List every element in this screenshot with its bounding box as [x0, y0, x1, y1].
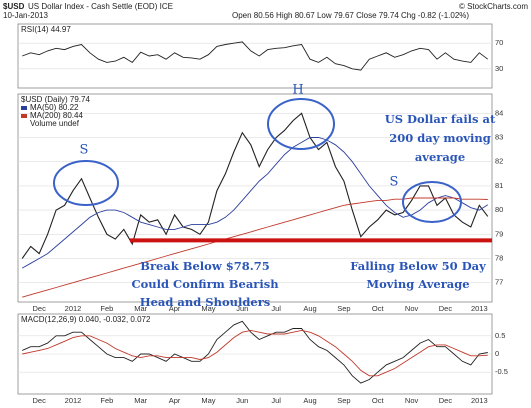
x-tick-label: 2013 — [471, 304, 488, 313]
x-tick-label: May — [201, 304, 215, 313]
x-tick-label: Sep — [337, 304, 350, 313]
x-tick-label: Mar — [134, 396, 147, 405]
main-label: $USD (Daily) 79.74 — [21, 95, 90, 104]
legend-label: MA(50) 80.22 — [30, 103, 79, 112]
x-tick-label: 2013 — [471, 396, 488, 405]
plot: 30 70 RSI(14) 44.97 77 78 79 80 81 82 83 84 $USD (D… — [18, 25, 508, 405]
x-tick-label: Nov — [405, 396, 419, 405]
y-tick-label: 80 — [495, 205, 503, 214]
x-tick-label: Dec — [32, 304, 46, 313]
y-tick-label: 78 — [495, 253, 503, 262]
macd-line — [22, 329, 488, 377]
symbol: $USD — [3, 2, 25, 11]
x-tick-label: 2012 — [65, 396, 82, 405]
y-tick-label: 81 — [495, 181, 503, 190]
x-tick-label: Jun — [236, 396, 248, 405]
legend-swatch — [21, 114, 27, 118]
moving-average — [22, 197, 488, 298]
volume-label: Volume undef — [30, 119, 80, 128]
annotation: 200 day moving — [389, 131, 490, 145]
y-tick-label: 83 — [495, 133, 503, 142]
annotation: Head and Shoulders — [140, 295, 271, 309]
quote: Open 80.56 High 80.67 Low 79.67 Close 79… — [232, 11, 469, 20]
x-tick-label: Jul — [271, 396, 281, 405]
annotation: S — [80, 143, 89, 158]
shoulder-circle — [53, 160, 119, 206]
x-tick-label: Oct — [372, 304, 385, 313]
y-tick-label: 0 — [495, 349, 499, 358]
legend-swatch — [21, 106, 27, 110]
y-tick-label: 82 — [495, 157, 503, 166]
annotation: Moving Average — [366, 277, 469, 291]
annotation: US Dollar fails at — [385, 112, 496, 126]
source: © StockCharts.com — [459, 2, 528, 11]
macd-label: MACD(12,26,9) 0.040, -0.032, 0.072 — [21, 315, 151, 324]
x-tick-label: Aug — [303, 396, 316, 405]
rsi-line — [22, 41, 489, 71]
x-tick-label: Dec — [439, 396, 453, 405]
annotation: S — [390, 175, 399, 190]
annotation: Falling Below 50 Day — [350, 259, 486, 273]
annotation: Could Confirm Bearish — [131, 277, 279, 291]
head-circle — [267, 98, 335, 150]
y-tick-label: 79 — [495, 229, 503, 238]
x-tick-label: May — [201, 396, 215, 405]
rsi-panel — [17, 23, 493, 89]
x-tick-label: Oct — [372, 396, 385, 405]
x-tick-label: Jul — [271, 304, 281, 313]
x-tick-label: Feb — [100, 304, 113, 313]
annotation: Break Below $78.75 — [140, 259, 270, 273]
date: 10-Jan-2013 — [3, 11, 48, 20]
x-tick-label: Dec — [439, 304, 453, 313]
annotation: average — [415, 150, 465, 164]
annotation: H — [292, 83, 303, 98]
x-tick-label: 2012 — [65, 304, 82, 313]
x-tick-label: Sep — [337, 396, 350, 405]
rsi-label: RSI(14) 44.97 — [21, 25, 71, 34]
y-tick-label: -0.5 — [495, 367, 508, 376]
y-tick-label: 30 — [495, 64, 503, 73]
shoulder-circle — [402, 181, 462, 223]
chart-title: US Dollar Index - Cash Settle (EOD) ICE — [28, 2, 173, 11]
x-tick-label: Jun — [236, 304, 248, 313]
x-tick-label: Apr — [169, 304, 181, 313]
x-tick-label: Mar — [134, 304, 147, 313]
x-tick-label: Aug — [303, 304, 316, 313]
y-tick-label: 70 — [495, 38, 503, 47]
x-tick-label: Feb — [100, 396, 113, 405]
price-line — [21, 112, 489, 259]
y-tick-label: 77 — [495, 278, 503, 287]
y-tick-label: 0.5 — [495, 331, 505, 340]
x-tick-label: Nov — [405, 304, 419, 313]
x-tick-label: Apr — [169, 396, 181, 405]
y-tick-label: 84 — [495, 108, 503, 117]
legend-label: MA(200) 80.44 — [30, 111, 83, 120]
macd-line — [22, 320, 488, 384]
x-tick-label: Dec — [32, 396, 46, 405]
